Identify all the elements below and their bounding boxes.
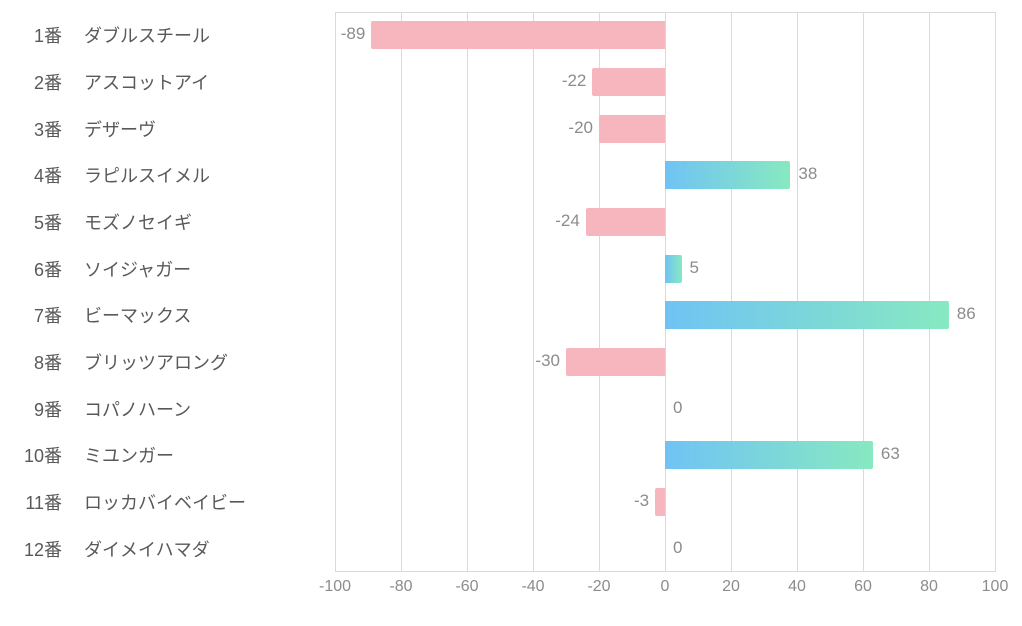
row-name: コパノハーン [72,396,320,422]
row-number: 9番 [0,396,72,422]
value-label: -20 [568,118,593,138]
gridline [401,12,402,572]
row-name: ビーマックス [72,302,320,328]
bar [665,441,873,469]
bar [655,488,665,516]
row-number: 10番 [0,442,72,468]
tick-label: 60 [854,578,872,596]
row-number: 8番 [0,349,72,375]
gridline [335,12,336,572]
tick-label: -40 [521,578,544,596]
value-label: 5 [690,258,699,278]
tick-label: -60 [455,578,478,596]
gridline [731,12,732,572]
gridline [467,12,468,572]
gridline [797,12,798,572]
row-label: 12番ダイメイハマダ [0,536,320,562]
value-label: -22 [562,71,587,91]
tick-label: 80 [920,578,938,596]
row-number: 3番 [0,116,72,142]
tick-label: 0 [661,578,670,596]
gridline [665,12,666,572]
tick-label: -100 [319,578,351,596]
value-label: 0 [673,538,682,558]
tick-label: -80 [389,578,412,596]
value-label: 63 [881,444,900,464]
row-label: 4番ラピルスイメル [0,162,320,188]
diverging-bar-chart: 1番ダブルスチール2番アスコットアイ3番デザーヴ4番ラピルスイメル5番モズノセイ… [0,0,1022,626]
x-axis-labels: -100-80-60-40-20020406080100 [335,578,995,608]
gridline [599,12,600,572]
value-label: -30 [535,351,560,371]
row-label: 7番ビーマックス [0,302,320,328]
row-label: 1番ダブルスチール [0,22,320,48]
gridline [929,12,930,572]
row-name: ダイメイハマダ [72,536,320,562]
row-name: ラピルスイメル [72,162,320,188]
bar [599,115,665,143]
bar [566,348,665,376]
tick-label: 100 [982,578,1009,596]
row-label: 11番ロッカバイベイビー [0,489,320,515]
row-name: ミユンガー [72,442,320,468]
row-label: 6番ソイジャガー [0,256,320,282]
value-label: 0 [673,398,682,418]
gridline [863,12,864,572]
row-number: 5番 [0,209,72,235]
row-name: アスコットアイ [72,69,320,95]
row-name: ブリッツアロング [72,349,320,375]
value-label: -3 [634,491,649,511]
row-label: 5番モズノセイギ [0,209,320,235]
row-label: 8番ブリッツアロング [0,349,320,375]
value-label: 86 [957,304,976,324]
row-name: デザーヴ [72,116,320,142]
row-number: 2番 [0,69,72,95]
row-label: 2番アスコットアイ [0,69,320,95]
bar [665,255,682,283]
tick-label: 40 [788,578,806,596]
bar [586,208,665,236]
row-label: 10番ミユンガー [0,442,320,468]
row-label: 9番コパノハーン [0,396,320,422]
gridline [533,12,534,572]
bar [665,301,949,329]
value-label: -89 [341,24,366,44]
row-number: 6番 [0,256,72,282]
row-number: 7番 [0,302,72,328]
row-number: 12番 [0,536,72,562]
bar [592,68,665,96]
row-name: モズノセイギ [72,209,320,235]
row-name: ダブルスチール [72,22,320,48]
tick-label: 20 [722,578,740,596]
plot-area: -89-22-2038-24586-30063-30 [335,12,995,572]
row-name: ソイジャガー [72,256,320,282]
value-label: -24 [555,211,580,231]
row-number: 4番 [0,162,72,188]
bar [371,21,665,49]
bar [665,161,790,189]
row-label: 3番デザーヴ [0,116,320,142]
gridline [995,12,996,572]
row-name: ロッカバイベイビー [72,489,320,515]
value-label: 38 [798,164,817,184]
row-number: 1番 [0,22,72,48]
tick-label: -20 [587,578,610,596]
row-number: 11番 [0,489,72,515]
